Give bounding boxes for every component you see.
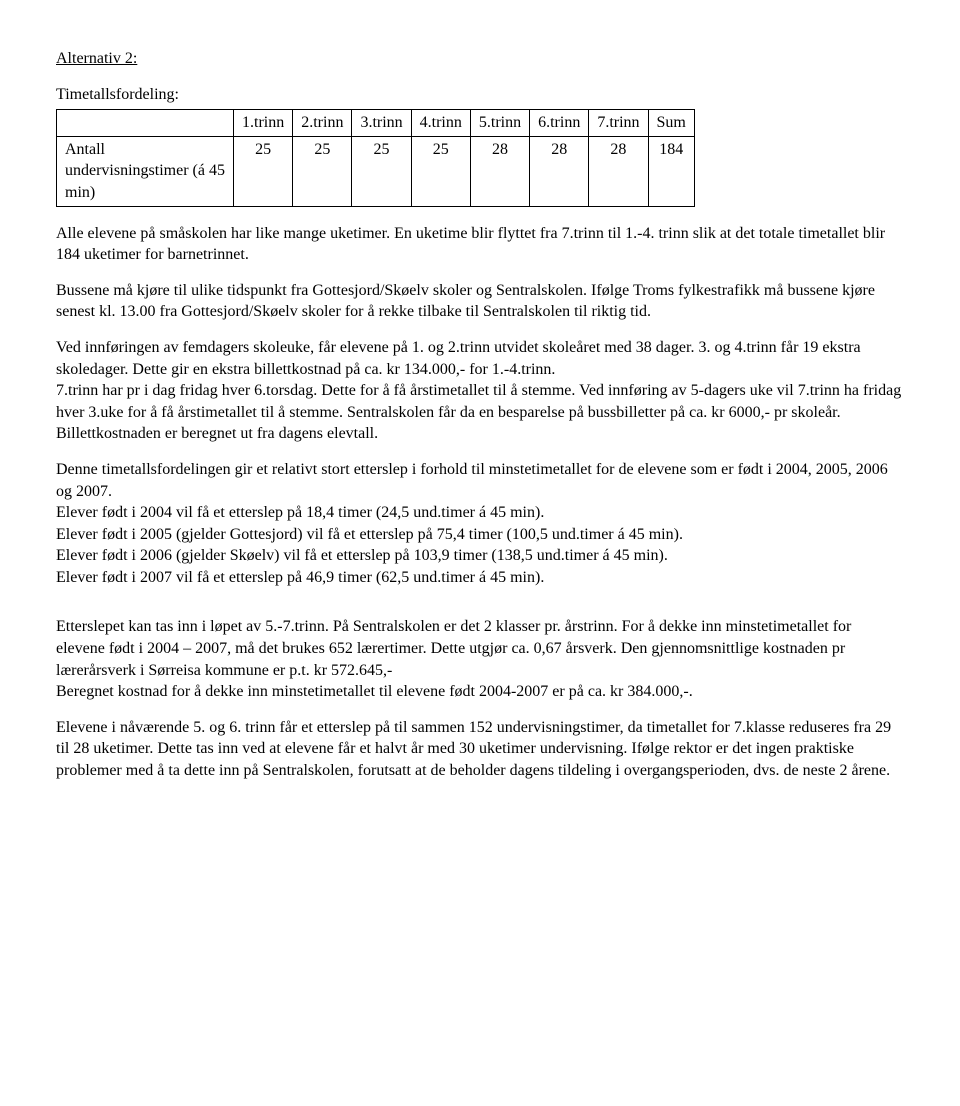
table-col-header: 2.trinn [293, 110, 352, 137]
table-col-header: 4.trinn [411, 110, 470, 137]
paragraph-line: Elever født i 2005 (gjelder Gottesjord) … [56, 524, 904, 546]
table-cell: 25 [234, 136, 293, 206]
paragraph: Elevene i nåværende 5. og 6. trinn får e… [56, 717, 904, 782]
paragraph: Ved innføringen av femdagers skoleuke, f… [56, 337, 904, 380]
table-row-label: Antall undervisningstimer (á 45 min) [57, 136, 234, 206]
table-cell: 28 [589, 136, 648, 206]
table-col-header: Sum [648, 110, 694, 137]
table-cell: 25 [293, 136, 352, 206]
paragraph: Beregnet kostnad for å dekke inn minstet… [56, 681, 904, 703]
table-cell: 28 [470, 136, 529, 206]
table-cell: 184 [648, 136, 694, 206]
paragraph-line: Elever født i 2007 vil få et etterslep p… [56, 567, 904, 589]
table-header-row: 1.trinn 2.trinn 3.trinn 4.trinn 5.trinn … [57, 110, 695, 137]
paragraph: Denne timetallsfordelingen gir et relati… [56, 459, 904, 502]
subheading-timetallsfordeling: Timetallsfordeling: [56, 84, 904, 106]
paragraph-line: Elever født i 2004 vil få et etterslep p… [56, 502, 904, 524]
table-data-row: Antall undervisningstimer (á 45 min) 25 … [57, 136, 695, 206]
table-col-header: 1.trinn [234, 110, 293, 137]
table-col-header: 6.trinn [530, 110, 589, 137]
paragraph: Billettkostnaden er beregnet ut fra dage… [56, 423, 904, 445]
heading-alternativ: Alternativ 2: [56, 48, 904, 70]
table-header-blank [57, 110, 234, 137]
table-cell: 25 [352, 136, 411, 206]
table-col-header: 7.trinn [589, 110, 648, 137]
timetable: 1.trinn 2.trinn 3.trinn 4.trinn 5.trinn … [56, 109, 695, 206]
table-cell: 28 [530, 136, 589, 206]
table-cell: 25 [411, 136, 470, 206]
paragraph: Etterslepet kan tas inn i løpet av 5.-7.… [56, 616, 904, 681]
table-col-header: 3.trinn [352, 110, 411, 137]
paragraph-line: Elever født i 2006 (gjelder Skøelv) vil … [56, 545, 904, 567]
paragraph: 7.trinn har pr i dag fridag hver 6.torsd… [56, 380, 904, 423]
paragraph: Alle elevene på småskolen har like mange… [56, 223, 904, 266]
table-col-header: 5.trinn [470, 110, 529, 137]
paragraph: Bussene må kjøre til ulike tidspunkt fra… [56, 280, 904, 323]
